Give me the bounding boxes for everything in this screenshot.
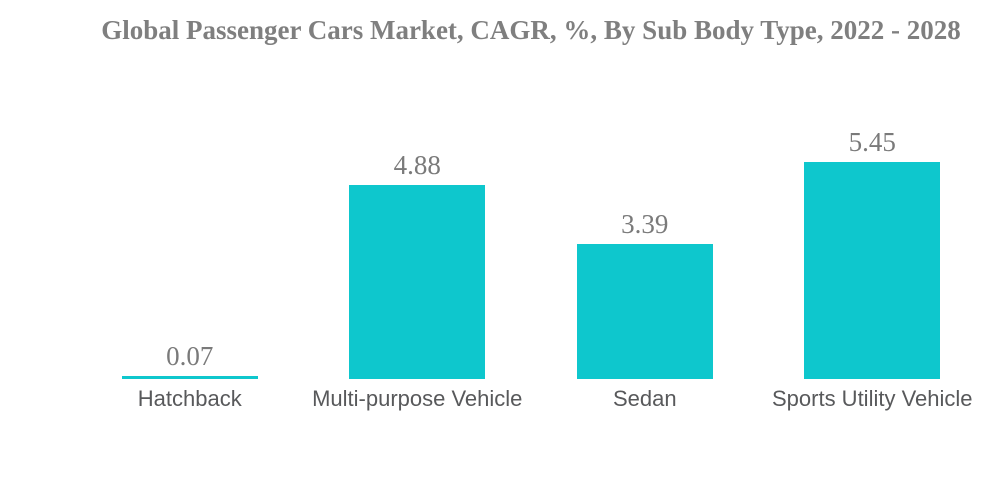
bar-group-multi-purpose-vehicle: 4.88 [304,149,532,379]
bar-hatchback [121,376,258,379]
bar-value-label-sedan: 3.39 [621,209,669,240]
bar-value-label-sports-utility-vehicle: 5.45 [848,127,896,158]
bar-group-hatchback: 0.07 [76,343,304,379]
category-label-sports-utility-vehicle: Sports Utility Vehicle [771,386,973,411]
bar-group-sports-utility-vehicle: 5.45 [759,129,987,379]
bar-multi-purpose-vehicle [349,184,486,379]
category-label-sedan: Sedan [612,386,677,411]
category-label-multi-purpose-vehicle: Multi-purpose Vehicle [312,386,523,411]
bar-sports-utility-vehicle [804,162,941,379]
category-label-hatchback: Hatchback [137,386,242,411]
category-axis: Hatchback Multi-purpose Vehicle Sedan Sp… [76,386,986,411]
bar-value-label-hatchback: 0.07 [166,341,214,372]
chart-title: Global Passenger Cars Market, CAGR, %, B… [101,15,961,45]
bar-sedan [576,244,713,379]
plot-area: 0.07 4.88 3.39 5.45 [76,0,986,379]
bar-value-label-multi-purpose-vehicle: 4.88 [393,149,441,180]
bar-group-sedan: 3.39 [531,211,759,379]
